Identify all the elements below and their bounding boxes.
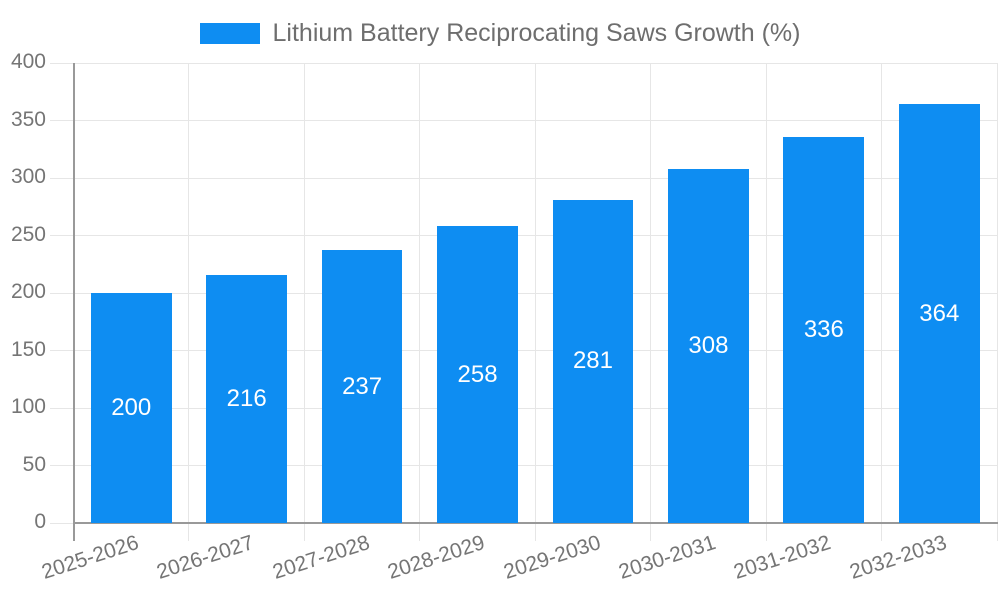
legend-swatch-icon — [199, 23, 260, 44]
y-axis-line — [72, 63, 75, 541]
bar-value-label: 336 — [803, 315, 844, 343]
bar[interactable]: 281 — [552, 199, 634, 523]
x-axis-tick-label: 2032-2033 — [846, 531, 950, 584]
bar-value-label: 308 — [688, 331, 729, 359]
x-axis-tick — [419, 523, 421, 541]
bar[interactable]: 258 — [437, 226, 518, 523]
x-gridline — [650, 63, 652, 523]
x-gridline — [765, 63, 767, 523]
y-gridline — [50, 177, 997, 179]
y-gridline — [50, 235, 997, 236]
bar[interactable]: 237 — [321, 250, 403, 523]
bar-value-label: 237 — [342, 372, 383, 400]
y-axis-tick-label: 100 — [10, 395, 46, 418]
x-axis-tick-label: 2025-2026 — [38, 531, 142, 584]
x-axis-line — [72, 522, 998, 524]
x-axis-tick-label: 2030-2031 — [615, 531, 719, 584]
x-gridline — [188, 63, 190, 523]
bar-value-label: 200 — [111, 394, 152, 421]
bar[interactable]: 308 — [668, 168, 749, 523]
x-axis-tick-label: 2028-2029 — [385, 531, 488, 584]
x-gridline — [419, 63, 421, 523]
y-gridline — [50, 62, 997, 64]
y-gridline — [50, 350, 997, 351]
bar-value-label: 364 — [919, 299, 960, 327]
y-gridline — [50, 407, 997, 409]
y-gridline — [50, 120, 997, 121]
x-gridline — [996, 63, 998, 523]
y-axis-tick-label: 0 — [34, 510, 46, 533]
x-axis-tick — [881, 523, 883, 541]
bar[interactable]: 336 — [783, 136, 865, 523]
y-axis-tick-label: 200 — [10, 280, 46, 303]
x-axis-tick — [650, 523, 652, 541]
y-axis-tick-label: 50 — [22, 452, 46, 476]
legend[interactable]: Lithium Battery Reciprocating Saws Growt… — [0, 20, 1000, 47]
y-axis-tick-label: 400 — [10, 50, 46, 73]
bar-value-label: 258 — [457, 360, 498, 388]
bar[interactable]: 216 — [206, 274, 288, 523]
y-axis-tick-label: 300 — [10, 165, 46, 188]
x-axis-tick-label: 2027-2028 — [269, 531, 373, 584]
y-gridline — [50, 292, 997, 294]
y-axis-tick-label: 350 — [10, 107, 46, 131]
y-axis-tick-label: 150 — [10, 337, 46, 361]
x-gridline — [534, 63, 536, 523]
x-axis-tick — [765, 523, 767, 541]
bar[interactable]: 364 — [898, 104, 980, 523]
legend-label: Lithium Battery Reciprocating Saws Growt… — [272, 19, 801, 47]
bar[interactable]: 200 — [90, 293, 172, 523]
x-axis-tick — [188, 523, 190, 541]
y-axis-tick-label: 250 — [10, 222, 46, 246]
x-gridline — [881, 63, 883, 523]
bar-value-label: 216 — [226, 384, 267, 412]
x-axis-tick — [996, 523, 998, 541]
x-axis-tick — [303, 523, 305, 541]
x-axis-tick — [534, 523, 536, 541]
x-axis-tick-label: 2026-2027 — [154, 531, 257, 584]
x-gridline — [303, 63, 305, 523]
x-axis-tick-label: 2031-2032 — [731, 531, 834, 584]
x-axis-tick-label: 2029-2030 — [500, 531, 604, 584]
bar-value-label: 281 — [572, 347, 613, 375]
y-gridline — [50, 465, 997, 466]
